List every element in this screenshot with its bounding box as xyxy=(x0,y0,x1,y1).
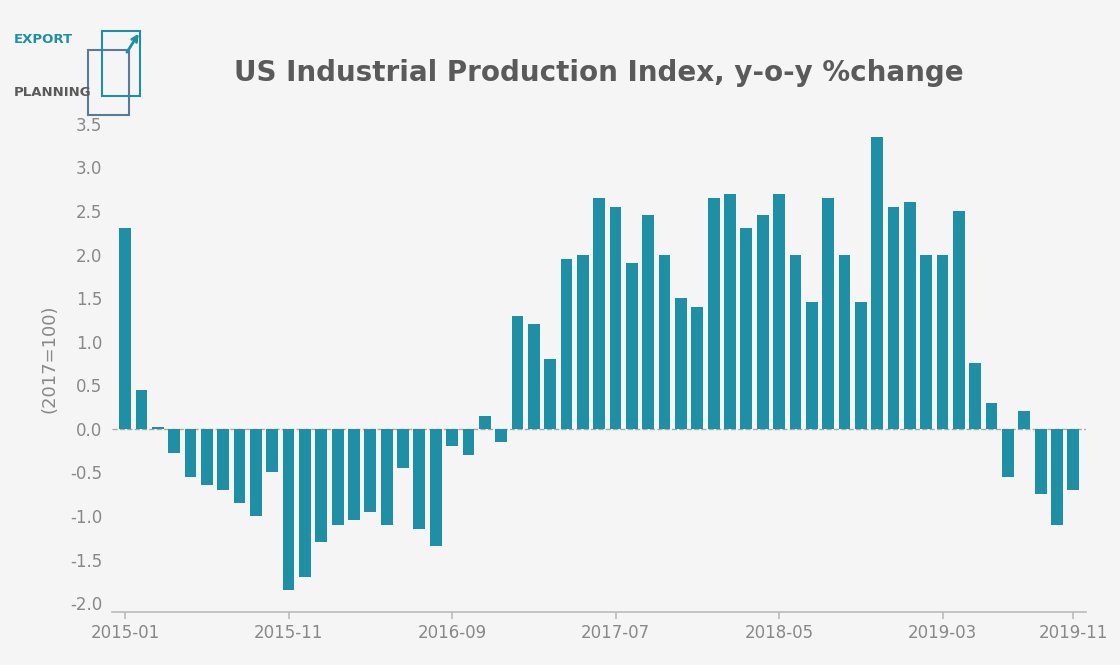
Title: US Industrial Production Index, y-o-y %change: US Industrial Production Index, y-o-y %c… xyxy=(234,59,964,87)
Bar xyxy=(757,215,768,429)
Bar xyxy=(609,207,622,429)
Bar xyxy=(512,315,523,429)
Bar xyxy=(691,307,703,429)
Bar xyxy=(234,429,245,503)
Bar xyxy=(316,429,327,542)
Bar xyxy=(332,429,344,525)
Bar xyxy=(936,255,949,429)
Bar xyxy=(740,228,753,429)
Bar xyxy=(643,215,654,429)
Bar xyxy=(1002,429,1014,477)
Bar xyxy=(136,390,148,429)
Bar xyxy=(969,364,981,429)
Bar xyxy=(364,429,376,511)
Bar xyxy=(398,429,409,468)
Bar xyxy=(168,429,180,454)
Bar xyxy=(348,429,360,520)
Bar xyxy=(708,198,719,429)
Bar xyxy=(1051,429,1063,525)
Bar xyxy=(200,429,213,485)
Bar xyxy=(299,429,311,577)
Y-axis label: (2017=100): (2017=100) xyxy=(41,305,59,414)
Bar xyxy=(1067,429,1080,490)
Bar xyxy=(871,137,883,429)
Text: EXPORT: EXPORT xyxy=(13,33,73,47)
Bar xyxy=(594,198,605,429)
Bar xyxy=(282,429,295,590)
Bar xyxy=(381,429,392,525)
Bar xyxy=(855,303,867,429)
Bar xyxy=(495,429,507,442)
Bar xyxy=(463,429,474,455)
Bar xyxy=(626,263,637,429)
Bar xyxy=(446,429,458,446)
Bar xyxy=(544,359,556,429)
Bar xyxy=(773,194,785,429)
Bar xyxy=(561,259,572,429)
Bar xyxy=(413,429,426,529)
Bar xyxy=(659,255,671,429)
Bar xyxy=(1018,412,1030,429)
Bar xyxy=(822,198,834,429)
Text: PLANNING: PLANNING xyxy=(13,86,91,100)
Bar xyxy=(119,228,131,429)
Bar xyxy=(675,298,687,429)
Bar xyxy=(250,429,262,516)
Bar xyxy=(904,202,916,429)
Bar xyxy=(887,207,899,429)
Bar xyxy=(790,255,801,429)
Bar xyxy=(953,211,964,429)
Bar xyxy=(986,403,998,429)
Bar xyxy=(217,429,230,490)
Bar xyxy=(725,194,736,429)
Bar xyxy=(839,255,850,429)
Bar xyxy=(267,429,278,472)
Bar xyxy=(479,416,491,429)
Bar xyxy=(528,325,540,429)
Bar xyxy=(577,255,589,429)
Bar xyxy=(921,255,932,429)
Bar xyxy=(152,427,164,429)
Bar xyxy=(185,429,196,477)
Bar xyxy=(430,429,441,547)
Bar xyxy=(1035,429,1046,494)
Bar xyxy=(806,303,818,429)
